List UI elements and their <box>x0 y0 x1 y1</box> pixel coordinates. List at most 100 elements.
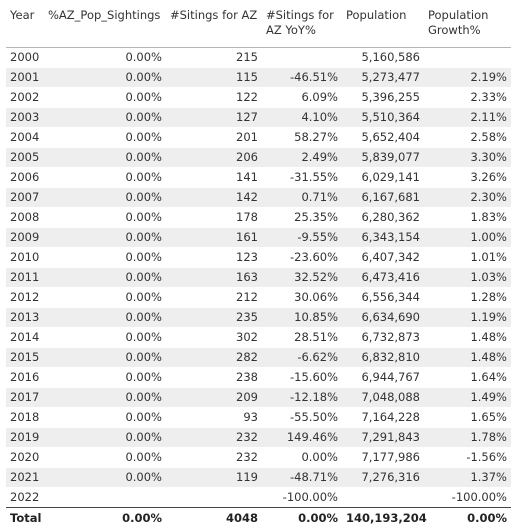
column-header-az-pop-sightings[interactable]: %AZ_Pop_Sightings <box>44 6 166 48</box>
cell-year: 2003 <box>6 108 44 128</box>
cell-az-pop-sightings: 0.00% <box>44 208 166 228</box>
cell-population: 7,048,088 <box>342 388 424 408</box>
table-row[interactable]: 2022-100.00%-100.00% <box>6 488 511 508</box>
cell-az-pop-sightings: 0.00% <box>44 148 166 168</box>
cell-population: 6,944,767 <box>342 368 424 388</box>
total-az-pop-sightings: 0.00% <box>44 508 166 528</box>
cell-sitings-yoy: 58.27% <box>262 128 342 148</box>
cell-population-growth: 1.65% <box>424 408 511 428</box>
cell-az-pop-sightings: 0.00% <box>44 168 166 188</box>
column-header-sitings-yoy[interactable]: #Sitings for AZ YoY% <box>262 6 342 48</box>
cell-az-pop-sightings: 0.00% <box>44 368 166 388</box>
cell-year: 2006 <box>6 168 44 188</box>
cell-sitings-yoy: -48.71% <box>262 468 342 488</box>
cell-population: 7,276,316 <box>342 468 424 488</box>
cell-population-growth <box>424 48 511 68</box>
cell-population-growth: 2.30% <box>424 188 511 208</box>
cell-az-pop-sightings: 0.00% <box>44 88 166 108</box>
cell-az-pop-sightings: 0.00% <box>44 108 166 128</box>
cell-sitings-yoy: 6.09% <box>262 88 342 108</box>
cell-az-pop-sightings: 0.00% <box>44 348 166 368</box>
cell-population: 6,556,344 <box>342 288 424 308</box>
cell-population: 5,510,364 <box>342 108 424 128</box>
cell-sitings-for-az: 209 <box>166 388 262 408</box>
column-header-population-growth[interactable]: Population Growth% <box>424 6 511 48</box>
cell-year: 2019 <box>6 428 44 448</box>
cell-sitings-for-az: 141 <box>166 168 262 188</box>
cell-year: 2018 <box>6 408 44 428</box>
cell-year: 2016 <box>6 368 44 388</box>
total-sitings-for-az: 4048 <box>166 508 262 528</box>
cell-sitings-yoy: 32.52% <box>262 268 342 288</box>
cell-sitings-yoy: -100.00% <box>262 488 342 508</box>
cell-sitings-for-az: 93 <box>166 408 262 428</box>
cell-sitings-for-az <box>166 488 262 508</box>
column-header-population[interactable]: Population <box>342 6 424 48</box>
total-population: 140,193,204 <box>342 508 424 528</box>
cell-year: 2014 <box>6 328 44 348</box>
cell-sitings-yoy: 28.51% <box>262 328 342 348</box>
cell-sitings-yoy: 0.71% <box>262 188 342 208</box>
cell-year: 2008 <box>6 208 44 228</box>
cell-population: 6,280,362 <box>342 208 424 228</box>
cell-sitings-yoy: -12.18% <box>262 388 342 408</box>
cell-population <box>342 488 424 508</box>
cell-sitings-for-az: 123 <box>166 248 262 268</box>
cell-sitings-yoy: -55.50% <box>262 408 342 428</box>
cell-population: 7,164,228 <box>342 408 424 428</box>
cell-population-growth: -1.56% <box>424 448 511 468</box>
cell-population-growth: 2.19% <box>424 68 511 88</box>
cell-year: 2011 <box>6 268 44 288</box>
cell-sitings-yoy: 30.06% <box>262 288 342 308</box>
cell-az-pop-sightings: 0.00% <box>44 128 166 148</box>
cell-population: 6,407,342 <box>342 248 424 268</box>
cell-year: 2017 <box>6 388 44 408</box>
cell-population-growth: -100.00% <box>424 488 511 508</box>
cell-year: 2000 <box>6 48 44 68</box>
cell-sitings-for-az: 302 <box>166 328 262 348</box>
cell-population-growth: 1.19% <box>424 308 511 328</box>
cell-az-pop-sightings: 0.00% <box>44 388 166 408</box>
total-population-growth: 0.00% <box>424 508 511 528</box>
cell-sitings-yoy: 149.46% <box>262 428 342 448</box>
cell-sitings-yoy <box>262 48 342 68</box>
cell-population: 6,167,681 <box>342 188 424 208</box>
cell-year: 2009 <box>6 228 44 248</box>
cell-sitings-for-az: 282 <box>166 348 262 368</box>
cell-az-pop-sightings: 0.00% <box>44 308 166 328</box>
cell-population-growth: 2.33% <box>424 88 511 108</box>
column-header-sitings-for-az[interactable]: #Sitings for AZ <box>166 6 262 48</box>
cell-sitings-for-az: 235 <box>166 308 262 328</box>
table-visual: Year %AZ_Pop_Sightings #Sitings for AZ #… <box>0 0 517 495</box>
data-table: Year %AZ_Pop_Sightings #Sitings for AZ #… <box>6 6 511 528</box>
column-header-year[interactable]: Year <box>6 6 44 48</box>
cell-population-growth: 3.26% <box>424 168 511 188</box>
cell-population-growth: 2.11% <box>424 108 511 128</box>
cell-population: 6,473,416 <box>342 268 424 288</box>
cell-az-pop-sightings: 0.00% <box>44 188 166 208</box>
cell-population: 6,732,873 <box>342 328 424 348</box>
cell-population-growth: 1.48% <box>424 348 511 368</box>
